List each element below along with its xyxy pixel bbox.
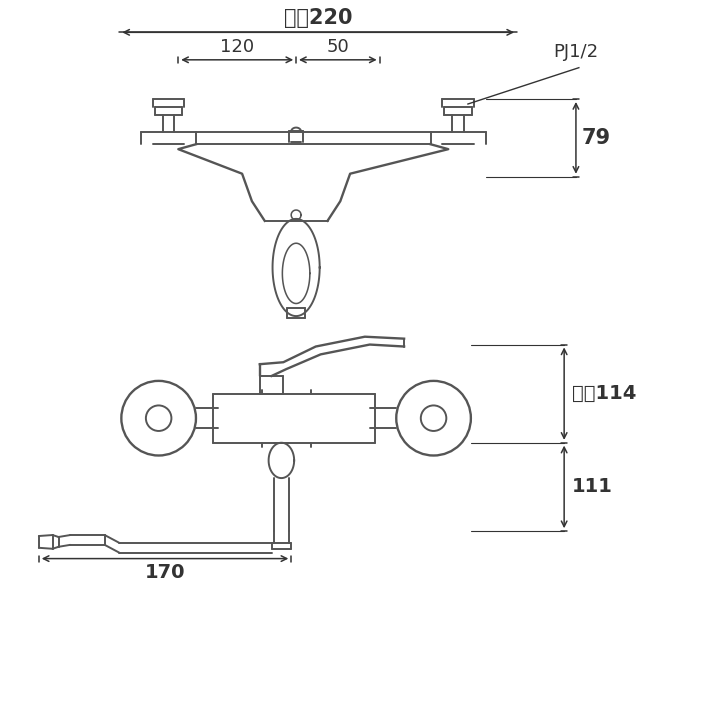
Text: 50: 50 — [327, 38, 349, 56]
Text: 120: 120 — [220, 38, 254, 56]
Text: 111: 111 — [572, 478, 613, 496]
Text: 79: 79 — [582, 128, 611, 148]
Text: PJ1/2: PJ1/2 — [553, 43, 599, 61]
Text: 最大220: 最大220 — [284, 9, 352, 28]
Text: 最大114: 最大114 — [572, 384, 637, 403]
Text: 170: 170 — [145, 562, 185, 582]
